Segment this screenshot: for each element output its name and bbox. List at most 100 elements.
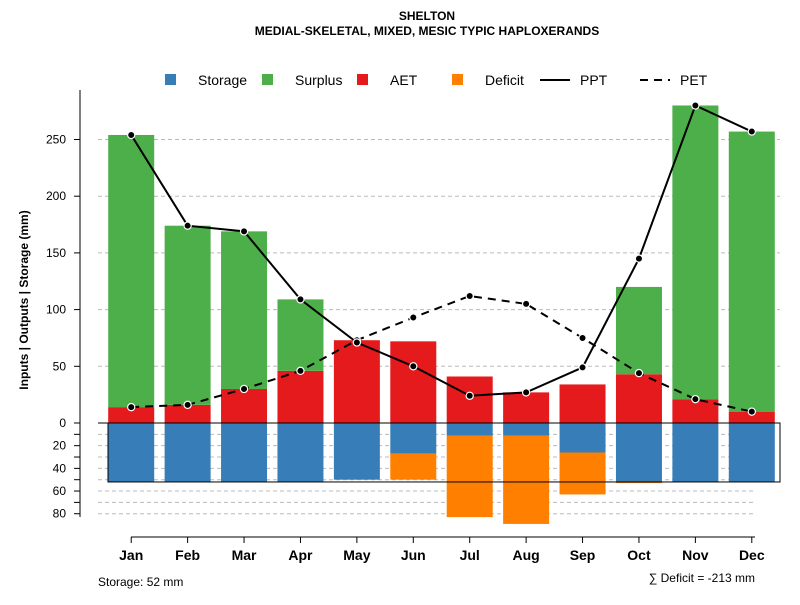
aet-bar — [333, 340, 380, 423]
ppt-point — [352, 338, 362, 347]
aet-bar — [277, 370, 324, 423]
surplus-bar — [672, 105, 719, 400]
lines — [127, 101, 756, 416]
surplus-bar — [164, 225, 211, 405]
x-tick-label: Oct — [627, 547, 651, 563]
surplus-bar — [728, 131, 775, 412]
y-tick-label: 80 — [53, 507, 67, 521]
surplus-bar — [108, 134, 155, 408]
x-tick-label: Mar — [232, 547, 257, 563]
surplus-bar — [221, 231, 268, 389]
aet-bar — [672, 399, 719, 423]
aet-bar — [390, 341, 437, 423]
ppt-point — [239, 227, 249, 236]
x-tick-label: Feb — [175, 547, 200, 563]
ppt-line — [130, 104, 753, 397]
x-tick-label: Jul — [460, 547, 480, 563]
x-tick-label: Apr — [288, 547, 313, 563]
ppt-point — [183, 221, 192, 230]
ppt-point — [465, 391, 474, 400]
x-tick-label: Dec — [739, 547, 765, 563]
aet-bar — [728, 411, 775, 423]
deficit-total-note: ∑ Deficit = -213 mm — [649, 571, 755, 585]
pet-point — [409, 313, 418, 322]
chart-title: SHELTON — [399, 9, 455, 23]
storage-bar — [503, 423, 550, 436]
bars — [98, 105, 781, 524]
legend-deficit-label: Deficit — [485, 72, 524, 88]
pet-point — [183, 400, 192, 410]
pet-line — [131, 294, 753, 413]
storage-bar — [728, 423, 775, 482]
storage-bar — [672, 423, 719, 482]
legend-surplus-label: Surplus — [295, 72, 342, 88]
aet-bar — [615, 374, 662, 423]
surplus-bar — [615, 286, 662, 375]
ppt-point — [296, 295, 305, 304]
ppt-point — [691, 101, 700, 110]
pet-point — [578, 333, 587, 343]
y-tick-label: 50 — [53, 359, 67, 373]
legend-aet-swatch — [357, 74, 368, 85]
pet-point — [691, 394, 700, 404]
aet-bar — [559, 384, 606, 423]
storage-bar — [615, 423, 662, 482]
y-tick-label: 20 — [53, 439, 67, 453]
chart-subtitle: MEDIAL-SKELETAL, MIXED, MESIC TYPIC HAPL… — [255, 24, 599, 38]
legend-storage-swatch — [165, 74, 176, 85]
legend: Storage Surplus AET Deficit PPT PET — [165, 72, 708, 88]
deficit-bar — [446, 435, 493, 518]
y-axis-label: Inputs | Outputs | Storage (mm) — [17, 210, 31, 389]
storage-bar — [164, 423, 211, 482]
pet-point — [521, 299, 531, 309]
y-tick-label: 60 — [53, 484, 67, 498]
pet-point — [296, 366, 305, 376]
surplus-bar — [277, 299, 324, 371]
ppt-point — [747, 127, 756, 136]
x-tick-label: Nov — [682, 547, 709, 563]
pet-point — [239, 384, 249, 394]
x-tick-label: Sep — [570, 547, 596, 563]
x-tick-label: May — [343, 547, 370, 563]
y-tick-label: 0 — [59, 416, 66, 430]
storage-capacity-note: Storage: 52 mm — [98, 575, 183, 589]
aet-bar — [221, 388, 268, 423]
storage-bar — [221, 423, 268, 482]
x-tick-label: Aug — [513, 547, 540, 563]
y-tick-label: 150 — [46, 246, 66, 260]
deficit-bar — [559, 452, 606, 495]
legend-aet-label: AET — [390, 72, 418, 88]
y-tick-label: 100 — [46, 303, 66, 317]
legend-deficit-swatch — [452, 74, 463, 85]
aet-bar — [503, 392, 550, 423]
x-tick-label: Jun — [401, 547, 426, 563]
ppt-point — [409, 362, 418, 371]
deficit-bar — [503, 435, 550, 524]
y-tick-label: 40 — [53, 461, 67, 475]
storage-bar — [446, 423, 493, 436]
deficit-bar — [615, 481, 662, 484]
storage-bar — [390, 423, 437, 454]
axes: 0 50 100 150 200 250 20 40 60 80 Jan Feb Mar Apr May Ju… — [46, 90, 765, 563]
legend-pet-label: PET — [680, 72, 708, 88]
aet-bar — [108, 407, 155, 423]
deficit-bar — [390, 453, 437, 480]
ppt-point — [578, 363, 587, 372]
storage-bar — [108, 423, 155, 482]
pet-point — [747, 407, 756, 416]
legend-surplus-swatch — [262, 74, 273, 85]
legend-storage-label: Storage — [198, 72, 247, 88]
storage-bar — [333, 423, 380, 480]
ppt-point — [634, 254, 644, 263]
storage-bar — [277, 423, 324, 482]
aet-bar — [164, 404, 211, 423]
storage-bar — [559, 423, 606, 453]
ppt-point — [521, 388, 531, 397]
pet-point — [634, 368, 644, 378]
pet-point — [465, 291, 474, 301]
y-tick-label: 200 — [46, 189, 66, 203]
pet-point — [127, 402, 136, 412]
ppt-point — [127, 130, 136, 140]
